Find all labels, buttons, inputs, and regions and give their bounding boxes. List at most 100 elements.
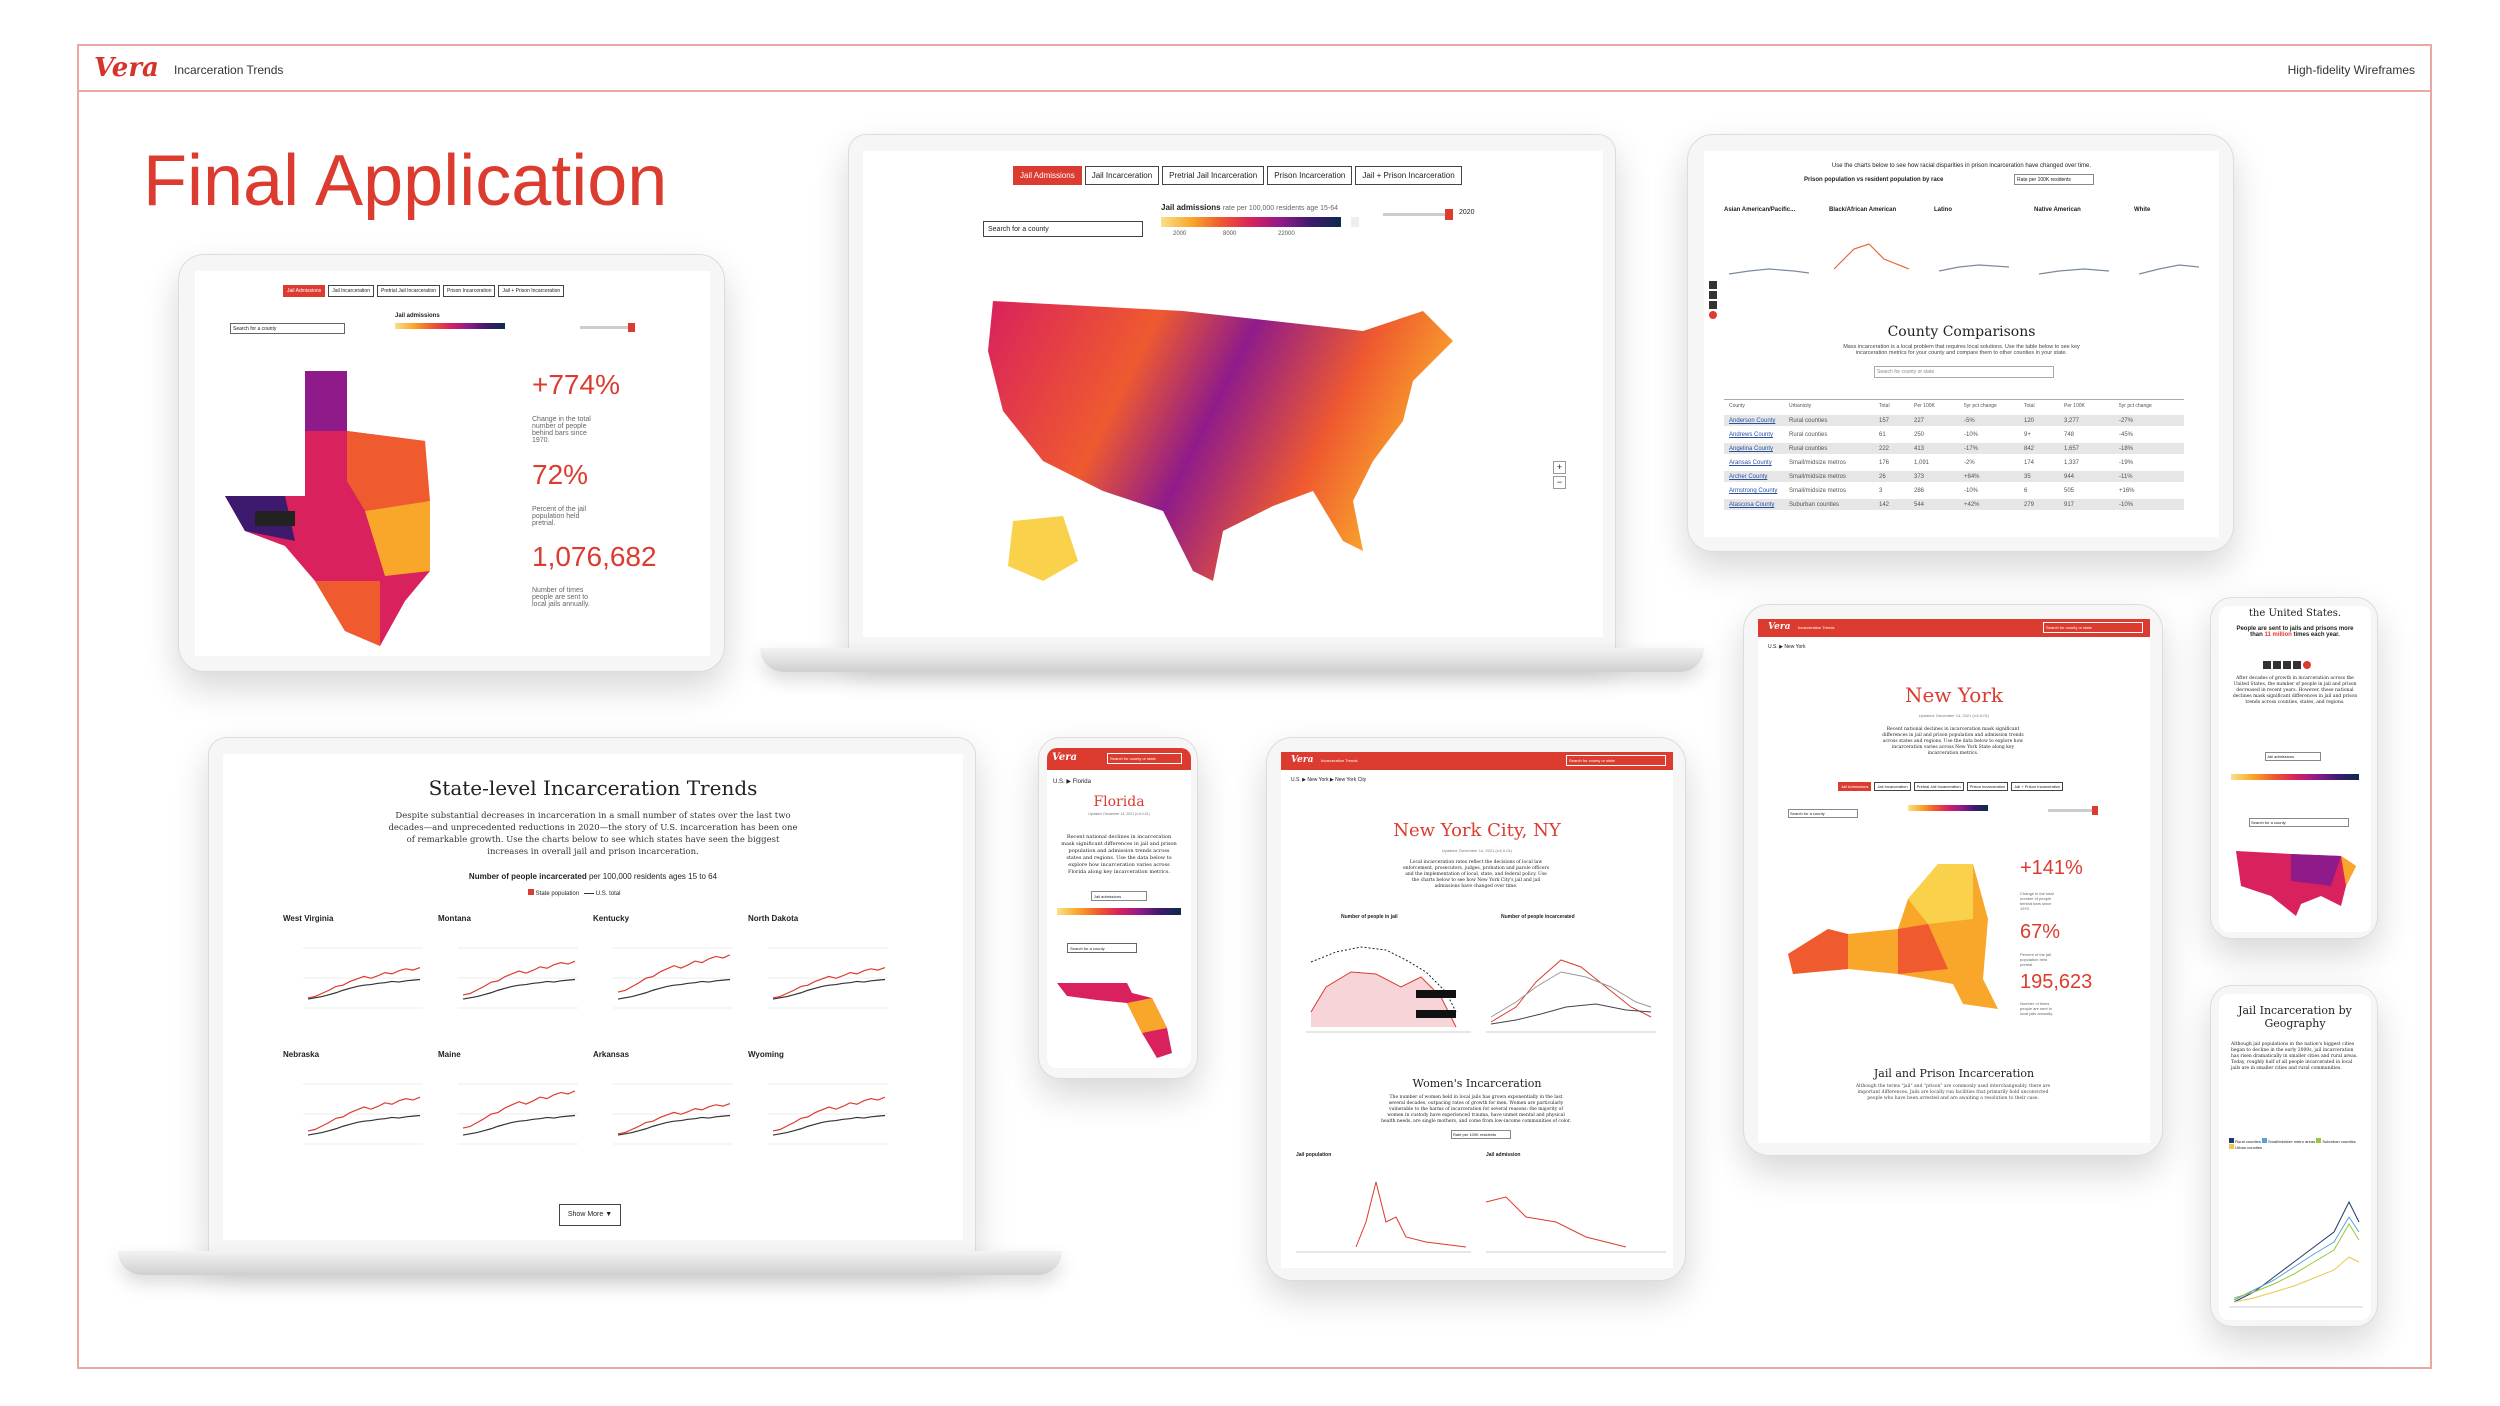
legend-state: State population — [535, 891, 580, 897]
zoom-out-button[interactable]: − — [1553, 476, 1566, 489]
show-more-button[interactable]: Show More ▼ — [559, 1204, 621, 1226]
legend-gradient — [1161, 217, 1341, 227]
tab-pretrial[interactable]: Pretrial Jail Incarceration — [376, 285, 441, 297]
womens-metric-select[interactable]: Rate per 100K residents — [1451, 1130, 1511, 1139]
search-input[interactable]: Search for county or state — [1566, 755, 1666, 766]
tab-jail-admissions[interactable]: Jail Admissions — [1013, 166, 1082, 185]
tab-jail-incarceration[interactable]: Jail Incarceration — [328, 285, 374, 297]
facebook-icon[interactable] — [1709, 281, 1717, 289]
county-search-input[interactable]: Search for a county — [1067, 943, 1137, 953]
race-intro: Use the charts below to see how racial d… — [1831, 163, 2092, 169]
race-group-asian: Asian American/Pacific... — [1724, 207, 1796, 213]
county-table-search[interactable]: Search for county or state — [1874, 366, 2054, 378]
share-icons[interactable] — [2263, 656, 2327, 669]
twitter-icon[interactable] — [1709, 291, 1717, 299]
geography-desc: Although jail populations in the nation'… — [2231, 1042, 2358, 1071]
county-screen: Use the charts below to see how racial d… — [1704, 151, 2219, 537]
updated-text: Updated: December 14, 2021 (v.6.0-01) — [1088, 812, 1150, 816]
race-group-latino: Latino — [1934, 207, 1952, 213]
geography-screen: Jail Incarceration by Geography Although… — [2219, 994, 2371, 1320]
email-icon[interactable] — [1709, 301, 1717, 309]
table-row[interactable]: Aransas County Small/midsize metros 176 1,0… — [1724, 457, 2184, 468]
tab-pretrial[interactable]: Pretrial Jail Incarceration — [1162, 166, 1265, 185]
nyc-line-charts — [1306, 932, 1656, 1037]
state-line-chart — [458, 1083, 578, 1145]
year-slider[interactable] — [2048, 806, 2098, 815]
county-link[interactable]: Atascosa County — [1729, 502, 1775, 508]
table-cell: Rural counties — [1789, 418, 1828, 424]
tab-jail-admissions[interactable]: Jail Admissions — [1838, 782, 1872, 791]
county-link[interactable]: Armstrong County — [1729, 488, 1778, 494]
table-cell: +42% — [1964, 502, 1980, 508]
county-link[interactable]: Anderson County — [1729, 418, 1776, 424]
table-row[interactable]: Archer County Small/midsize metros 26 373 +8… — [1724, 471, 2184, 482]
county-search-input[interactable]: Search for a county — [230, 323, 345, 334]
metric-select[interactable]: Jail admissions — [1091, 891, 1147, 901]
table-cell: 373 — [1914, 474, 1925, 480]
phone-us: the United States. People are sent to ja… — [2210, 597, 2378, 939]
table-cell: 174 — [2024, 460, 2035, 466]
table-row[interactable]: Armstrong County Small/midsize metros 3 286… — [1724, 485, 2184, 496]
search-input[interactable]: Search for county or state — [2043, 622, 2143, 633]
county-comparisons-desc: Mass incarceration is a local problem th… — [1843, 344, 2080, 356]
tab-jail-incarceration[interactable]: Jail Incarceration — [1084, 166, 1160, 185]
tab-jail-incarceration[interactable]: Jail Incarceration — [1874, 782, 1911, 791]
county-search-input[interactable]: Search for a county — [983, 221, 1143, 237]
laptop-state-trends: State-level Incarceration Trends Despite… — [208, 737, 976, 1255]
year-slider[interactable] — [580, 323, 635, 332]
tab-jail-admissions[interactable]: Jail Admissions — [283, 285, 326, 297]
race-metric-select[interactable]: Rate per 100K residents — [2014, 174, 2094, 185]
breadcrumb[interactable]: U.S. ▶ New York ▶ New York City — [1291, 777, 1367, 783]
table-row[interactable]: Anderson County Rural counties 157 227 -5% 12… — [1724, 415, 2184, 426]
download-icon[interactable] — [1709, 311, 1717, 319]
page-title: Final Application — [143, 141, 668, 221]
search-input[interactable]: Search for county or state — [1107, 753, 1182, 764]
county-link[interactable]: Archer County — [1729, 474, 1768, 480]
geography-chart — [2229, 1200, 2363, 1308]
breadcrumb[interactable]: U.S. ▶ Florida — [1053, 779, 1091, 785]
county-link[interactable]: Angelina County — [1729, 446, 1774, 452]
year-slider[interactable] — [1383, 209, 1453, 220]
state-trends-title: State-level Incarceration Trends — [428, 776, 758, 800]
tab-prison[interactable]: Prison Incarceration — [1966, 782, 2009, 791]
florida-desc: Recent national declines in incarceratio… — [1061, 834, 1177, 875]
metric-select[interactable]: Jail admissions — [2265, 752, 2321, 761]
tab-jail-prison[interactable]: Jail + Prison Incarceration — [498, 285, 565, 297]
stat-change-desc: Change in the total number of people beh… — [532, 416, 591, 444]
breadcrumb[interactable]: U.S. ▶ New York — [1768, 644, 1806, 650]
share-icons[interactable] — [1709, 281, 1719, 341]
tab-prison[interactable]: Prison Incarceration — [1267, 166, 1353, 185]
stat-pretrial: 67% — [2020, 921, 2061, 943]
tab-jail-prison[interactable]: Jail + Prison Incarceration — [1355, 166, 1462, 185]
table-row[interactable]: Andrews County Rural counties 61 250 -10% 9+ 7… — [1724, 429, 2184, 440]
us-mobile-map[interactable] — [2231, 846, 2359, 916]
county-link[interactable]: Aransas County — [1729, 460, 1772, 466]
tab-pretrial[interactable]: Pretrial Jail Incarceration — [1913, 782, 1964, 791]
florida-header: Vera Search for county or state — [1047, 748, 1191, 770]
county-search-input[interactable]: Search for a county — [2249, 818, 2349, 827]
table-cell: +84% — [1964, 474, 1980, 480]
table-cell: 35 — [2024, 474, 2031, 480]
table-row[interactable]: Angelina County Rural counties 222 413 -17% 8… — [1724, 443, 2184, 454]
tab-prison[interactable]: Prison Incarceration — [443, 285, 496, 297]
state-line-chart — [768, 1083, 888, 1145]
state-name: Nebraska — [283, 1050, 320, 1059]
county-link[interactable]: Andrews County — [1729, 432, 1774, 438]
zoom-in-button[interactable]: + — [1553, 461, 1566, 474]
stat-change-desc: Change in the total number of people beh… — [2020, 891, 2054, 911]
florida-map[interactable] — [1057, 978, 1177, 1058]
table-cell: 176 — [1879, 460, 1890, 466]
race-sparklines — [1728, 243, 2200, 275]
table-cell: 250 — [1914, 432, 1925, 438]
table-row[interactable]: Atascosa County Suburban counties 142 544 +4… — [1724, 499, 2184, 510]
stat-pretrial-desc: Percent of the jail population held pret… — [532, 506, 587, 527]
ny-header: Vera Incarceration Trends Search for count… — [1758, 619, 2150, 637]
product-name: Incarceration Trends — [174, 63, 284, 77]
ny-map[interactable] — [1788, 859, 2018, 1019]
us-map[interactable] — [983, 291, 1463, 631]
texas-map[interactable] — [215, 361, 515, 646]
county-search-input[interactable]: Search for a county — [1788, 809, 1858, 818]
series-line — [307, 1114, 421, 1136]
geography-legend: Rural counties Small/midsize metro areas… — [2229, 1138, 2361, 1150]
tab-jail-prison[interactable]: Jail + Prison Incarceration — [2011, 782, 2064, 791]
